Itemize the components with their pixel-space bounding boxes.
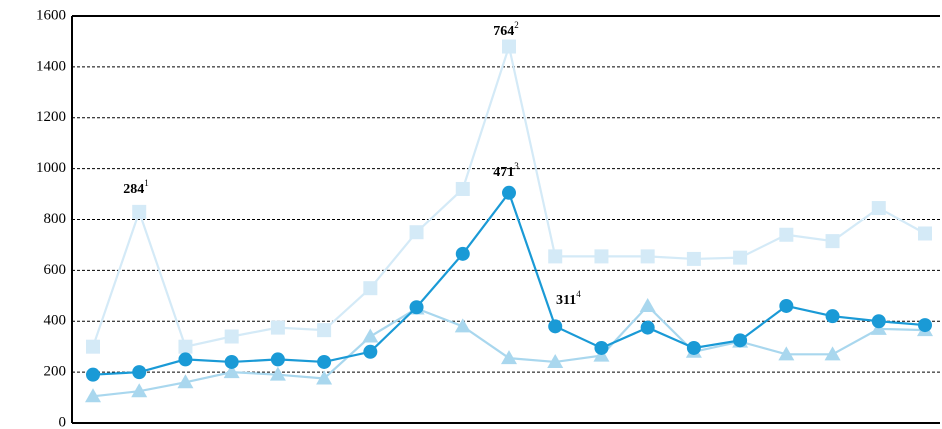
marker-circle xyxy=(363,344,378,359)
annotation-text: 311 xyxy=(556,293,576,308)
marker-circle xyxy=(86,367,100,382)
marker-triangle xyxy=(454,318,471,333)
series-line xyxy=(92,190,926,376)
marker-circle xyxy=(686,340,701,355)
y-tick-label: 1600 xyxy=(36,7,66,23)
marker-square xyxy=(455,181,470,196)
marker-triangle xyxy=(269,366,286,381)
y-tick-label: 800 xyxy=(44,211,67,227)
marker-circle xyxy=(548,319,563,334)
annotation-note: 3 xyxy=(514,161,519,171)
marker-square xyxy=(594,249,609,264)
marker-square xyxy=(363,281,378,296)
annotation: 7642 xyxy=(493,20,519,39)
marker-circle xyxy=(502,185,516,200)
marker-triangle xyxy=(131,383,148,398)
marker-triangle xyxy=(501,350,517,365)
marker-square xyxy=(733,250,748,265)
y-tick-label: 1000 xyxy=(36,160,66,176)
marker-square xyxy=(317,323,332,338)
annotation: 2841 xyxy=(123,178,149,197)
marker-circle xyxy=(825,309,840,324)
marker-triangle xyxy=(177,374,194,389)
marker-square xyxy=(548,249,563,264)
marker-square xyxy=(871,201,886,216)
y-tick-label: 200 xyxy=(44,364,67,380)
marker-triangle xyxy=(85,388,101,403)
y-tick-label: 1200 xyxy=(36,109,66,125)
marker-square xyxy=(502,39,516,54)
marker-square xyxy=(270,320,285,335)
annotation-text: 471 xyxy=(493,165,514,180)
marker-square xyxy=(178,339,193,354)
annotation-text: 764 xyxy=(493,24,514,39)
marker-triangle xyxy=(639,297,656,312)
marker-circle xyxy=(871,314,886,329)
y-tick-label: 0 xyxy=(59,414,67,429)
marker-circle xyxy=(178,352,193,367)
y-tick-label: 600 xyxy=(44,262,67,278)
marker-triangle xyxy=(316,370,333,385)
marker-circle xyxy=(779,298,794,313)
marker-circle xyxy=(640,320,655,335)
marker-square xyxy=(86,339,100,354)
marker-triangle xyxy=(824,346,841,361)
annotation-note: 1 xyxy=(144,178,149,188)
marker-circle xyxy=(409,300,424,315)
annotation: 4713 xyxy=(493,161,519,180)
annotation-text: 284 xyxy=(123,182,144,197)
marker-circle xyxy=(270,352,285,367)
marker-square xyxy=(686,251,701,266)
marker-circle xyxy=(733,333,748,348)
marker-triangle xyxy=(547,353,564,368)
marker-circle xyxy=(317,354,332,369)
marker-triangle xyxy=(362,328,379,343)
annotation: 3114 xyxy=(556,289,581,308)
marker-square xyxy=(825,234,840,249)
marker-square xyxy=(132,204,147,219)
annotation-note: 4 xyxy=(576,289,581,299)
y-tick-label: 1400 xyxy=(36,58,66,74)
marker-triangle xyxy=(778,346,795,361)
marker-circle xyxy=(455,246,470,261)
marker-triangle xyxy=(223,364,240,379)
marker-circle xyxy=(224,354,239,369)
marker-circle xyxy=(918,318,932,333)
annotation-note: 2 xyxy=(514,20,519,30)
y-tick-label: 400 xyxy=(44,313,67,329)
marker-square xyxy=(779,227,794,242)
marker-square xyxy=(409,225,424,240)
marker-circle xyxy=(594,340,609,355)
marker-square xyxy=(224,329,239,344)
marker-square xyxy=(640,249,655,264)
marker-square xyxy=(918,226,932,241)
marker-circle xyxy=(132,365,147,380)
